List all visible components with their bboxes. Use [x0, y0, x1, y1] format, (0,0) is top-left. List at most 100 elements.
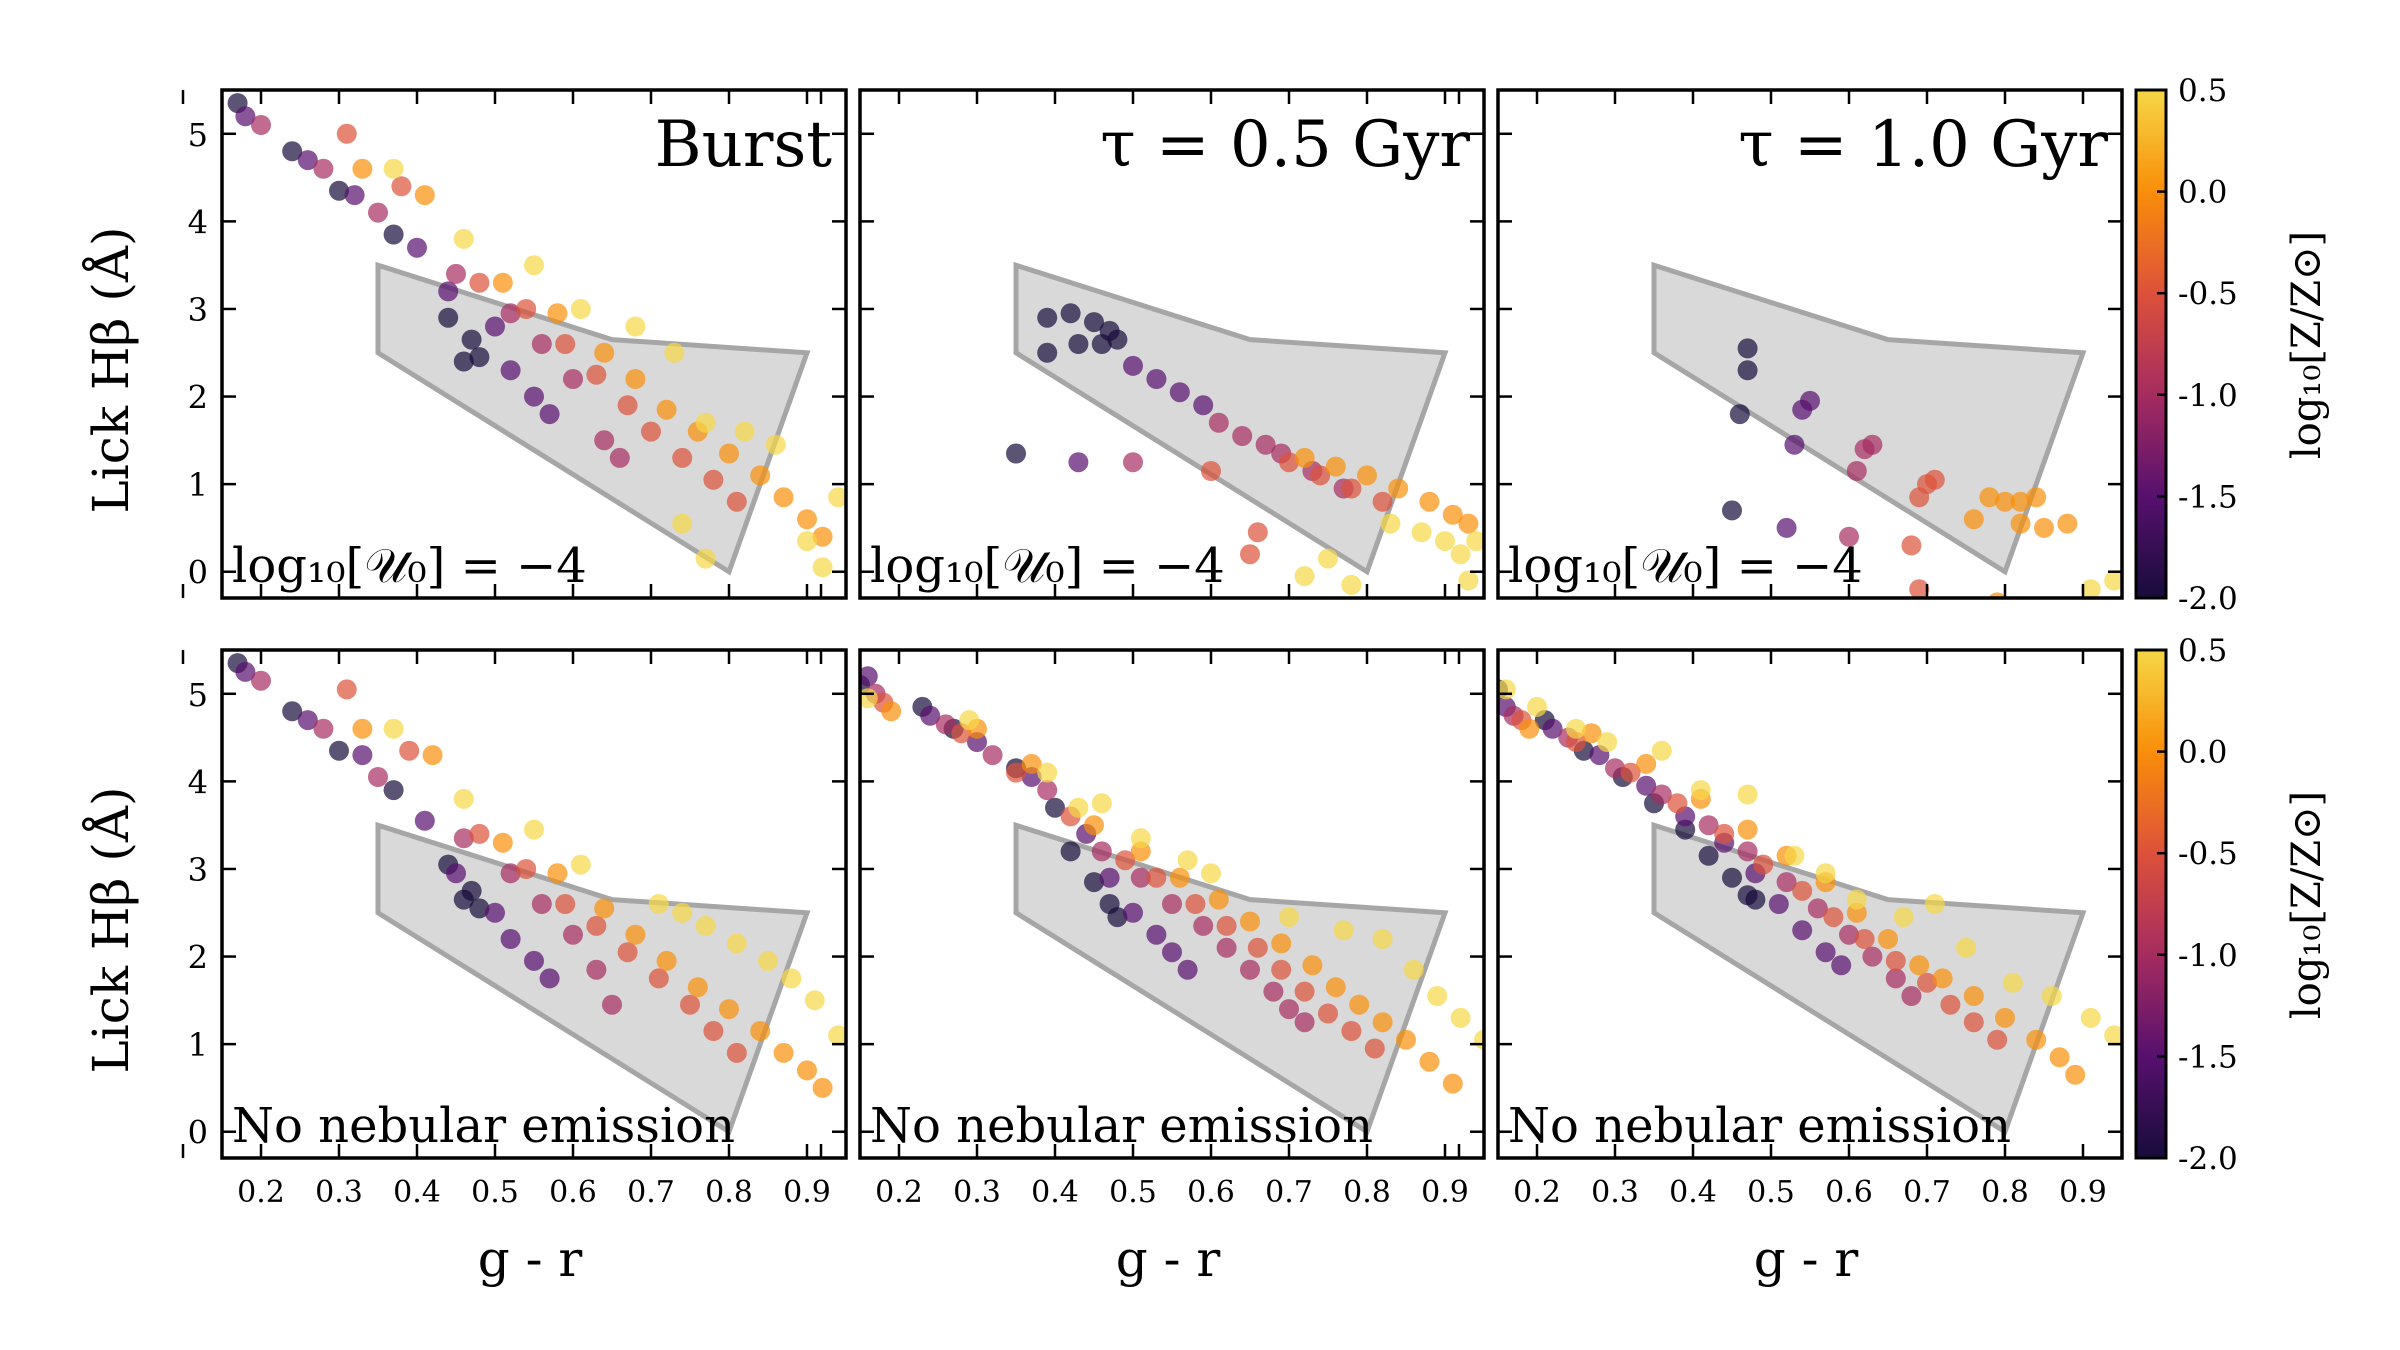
data-point: [1854, 439, 1875, 460]
data-point: [1263, 981, 1284, 1002]
data-point: [1185, 894, 1206, 914]
x-tick-label: 0.8: [1981, 1175, 2029, 1210]
panel-annotation: log₁₀[𝒰₀] = −4: [870, 538, 1225, 594]
data-point: [1450, 544, 1471, 565]
data-point: [383, 718, 404, 739]
data-point: [1318, 1003, 1338, 1024]
data-point: [726, 933, 747, 954]
panel-annotation: No nebular emission: [1508, 1098, 2011, 1154]
selection-region: [1013, 821, 1449, 1136]
data-point: [828, 487, 846, 508]
x-axis-label-middle: g - r: [1116, 1230, 1221, 1288]
data-point: [1995, 1007, 2015, 1028]
data-point: [407, 237, 427, 258]
data-point: [1940, 994, 1961, 1015]
data-point: [1341, 1021, 1362, 1041]
data-points: [1722, 338, 2122, 598]
y-tick-label: 1: [188, 1026, 208, 1064]
data-point: [368, 767, 388, 787]
panel-1-2: 0.2 0.3 0.4 0.5 0.6 0.7 0.8 0.9 No nebular emiss…: [1457, 648, 2124, 1210]
data-point: [438, 281, 459, 302]
data-point: [1177, 850, 1198, 871]
data-point: [438, 307, 459, 328]
data-point: [1372, 491, 1393, 512]
x-axis-label-left: g - r: [478, 1230, 583, 1288]
data-point: [797, 509, 817, 530]
y-tick-label: 4: [188, 203, 208, 241]
data-point: [1729, 404, 1750, 425]
data-point: [1146, 369, 1167, 389]
colorbar-gradient: [2134, 648, 2168, 1160]
data-point: [617, 395, 638, 416]
data-point: [570, 854, 591, 875]
data-point: [524, 386, 544, 407]
data-point: [797, 1060, 817, 1081]
data-point: [982, 745, 1003, 766]
panels: 0 1 2 3 4 5 Burst log₁₀[𝒰₀] = −4 τ = 0.5 Gyr log₁…: [181, 88, 2124, 1210]
data-point: [383, 224, 404, 245]
data-point: [1963, 1012, 1984, 1033]
data-point: [539, 968, 560, 989]
data-point: [1846, 461, 1867, 481]
data-point: [1364, 1038, 1385, 1059]
data-point: [1006, 762, 1026, 783]
selection-region: [375, 261, 811, 576]
data-point: [336, 123, 357, 144]
data-point: [1216, 915, 1237, 936]
data-point: [1745, 889, 1766, 910]
data-point: [414, 185, 435, 206]
data-point: [2065, 1064, 2086, 1085]
data-point: [1846, 889, 1867, 910]
data-point: [297, 150, 318, 171]
data-point: [1698, 845, 1719, 866]
data-point: [594, 430, 615, 451]
data-point: [1722, 867, 1742, 888]
data-point: [594, 342, 615, 363]
data-point: [1963, 986, 1984, 1006]
data-point: [516, 299, 537, 319]
data-point: [1037, 762, 1058, 783]
panel-title: τ = 1.0 Gyr: [1738, 108, 2108, 182]
colorbar-tick-label: -2.0: [2178, 581, 2238, 617]
x-tick-label: 0.8: [705, 1175, 753, 1210]
data-point: [453, 228, 474, 249]
data-point: [586, 959, 607, 980]
data-point: [383, 780, 404, 801]
data-point: [1325, 977, 1346, 998]
data-point: [1341, 574, 1362, 595]
data-point: [1208, 889, 1229, 910]
y-tick-label: 5: [188, 676, 208, 714]
data-point: [1271, 959, 1292, 980]
data-point: [1768, 894, 1789, 914]
x-tick-label: 0.2: [1513, 1175, 1561, 1210]
data-point: [758, 950, 778, 971]
data-point: [1466, 531, 1484, 552]
data-point: [1411, 522, 1432, 543]
data-point: [1060, 303, 1081, 324]
data-point: [1380, 513, 1401, 534]
x-tick-label: 0.3: [953, 1175, 1001, 1210]
data-point: [1084, 312, 1104, 333]
colorbar-tick-label: -1.0: [2178, 938, 2238, 974]
data-point: [1068, 452, 1089, 473]
data-point: [446, 263, 466, 284]
y-tick-label: 0: [188, 1114, 208, 1152]
data-points: [1498, 679, 2122, 1085]
data-point: [703, 469, 724, 490]
x-tick-label: 0.2: [237, 1175, 285, 1210]
data-point: [1318, 548, 1338, 569]
data-point: [2010, 491, 2031, 512]
y-tick-label: 4: [188, 763, 208, 801]
data-point: [1162, 894, 1182, 914]
data-point: [1193, 395, 1214, 416]
data-point: [1006, 443, 1026, 464]
x-tick-label: 0.6: [549, 1175, 597, 1210]
data-point: [1792, 399, 1813, 420]
data-point: [422, 745, 443, 766]
data-point: [664, 342, 685, 363]
panel-0-1: τ = 0.5 Gyr log₁₀[𝒰₀] = −4: [819, 88, 1486, 600]
data-point: [1823, 907, 1844, 928]
colorbar-label-bottom: log₁₀[Z/Z⊙]: [2284, 791, 2330, 1019]
data-point: [1442, 1073, 1463, 1094]
data-point: [516, 859, 537, 879]
